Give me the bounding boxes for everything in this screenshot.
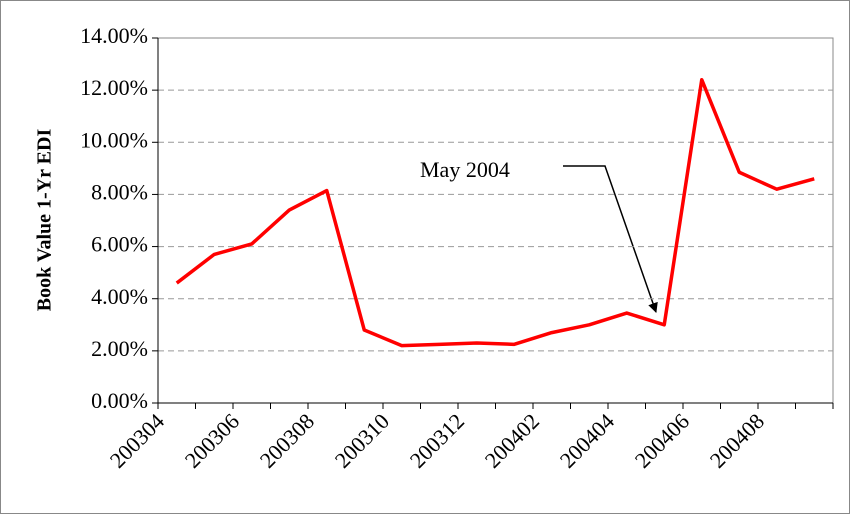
y-tick-label: 0.00% <box>91 388 148 413</box>
y-tick-label: 4.00% <box>91 284 148 309</box>
line <box>175 77 815 348</box>
y-tick-label: 14.00% <box>80 23 148 48</box>
annotation-arrow <box>563 165 658 313</box>
y-tick-label: 10.00% <box>80 127 148 152</box>
annotation: May 2004 <box>420 157 510 182</box>
y-tick-label: 12.00% <box>80 75 148 100</box>
y-axis-label: Book Value 1-Yr EDI <box>34 129 56 312</box>
y-tick-label: 2.00% <box>91 336 148 361</box>
y-tick-label: 6.00% <box>91 232 148 257</box>
y-tick-label: 8.00% <box>91 179 148 204</box>
